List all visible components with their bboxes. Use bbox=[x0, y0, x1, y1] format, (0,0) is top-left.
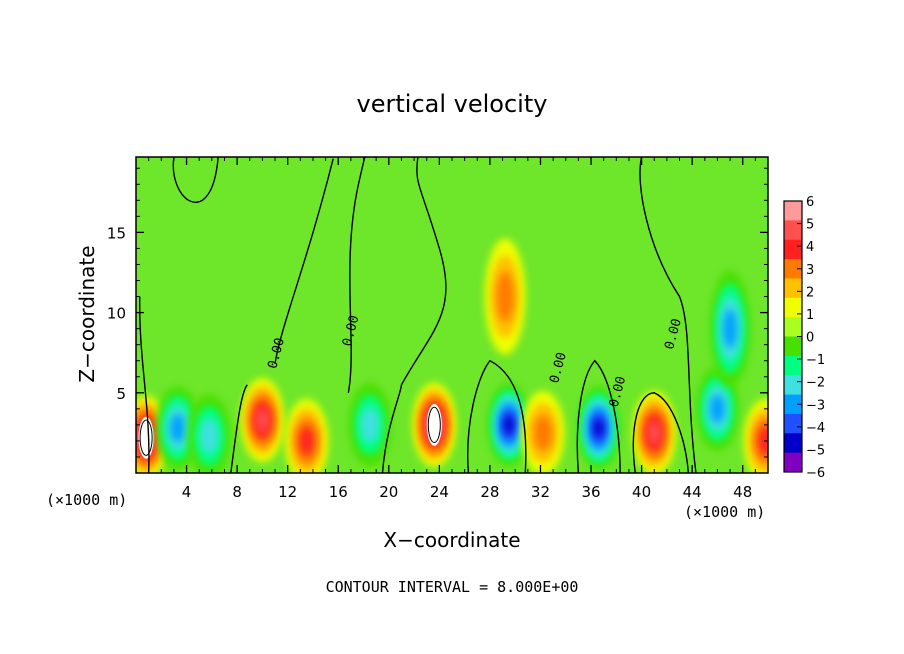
y-tick-label: 10 bbox=[107, 305, 126, 323]
field-feature-11 bbox=[648, 421, 661, 445]
plot-area: 0.000.000.000.000.00 bbox=[136, 157, 768, 473]
x-tick-label: 40 bbox=[632, 483, 651, 501]
x-tick-label: 16 bbox=[329, 483, 348, 501]
y-axis-label: Z−coordinate bbox=[75, 245, 99, 382]
colorbar-tick-label: 0 bbox=[806, 331, 814, 346]
chart-title: vertical velocity bbox=[357, 90, 548, 118]
zero-contour-10 bbox=[381, 384, 403, 473]
field-feature-10 bbox=[593, 418, 604, 438]
colorbar-tick-label: −3 bbox=[806, 398, 825, 413]
x-tick-label: 36 bbox=[581, 483, 600, 501]
colorbar-swatch bbox=[784, 259, 802, 279]
x-tick-label: 24 bbox=[430, 483, 449, 501]
field-feature-8 bbox=[503, 415, 514, 435]
colorbar-tick-label: −1 bbox=[806, 353, 825, 368]
x-tick-label: 4 bbox=[182, 483, 192, 501]
colorbar-swatch bbox=[784, 239, 802, 260]
colorbar-swatch bbox=[784, 413, 802, 434]
colorbar-swatch bbox=[784, 433, 802, 454]
zero-contour-2 bbox=[347, 157, 376, 393]
field-feature-14 bbox=[758, 426, 768, 455]
x-tick-label: 44 bbox=[683, 483, 702, 501]
field-group: 0.000.000.000.000.00 bbox=[136, 157, 768, 473]
field-feature-13 bbox=[723, 309, 737, 348]
field-feature-5 bbox=[360, 406, 380, 443]
colorbar-swatch bbox=[784, 297, 802, 318]
colorbar-tick-label: −5 bbox=[806, 443, 825, 458]
zero-contour-0 bbox=[139, 296, 150, 473]
colorbar-tick-label: −6 bbox=[806, 466, 825, 481]
field-feature-1 bbox=[170, 414, 185, 443]
colorbar-swatch bbox=[784, 336, 802, 357]
colorbar-tick-label: 1 bbox=[806, 308, 814, 323]
colorbar-swatch bbox=[784, 355, 802, 376]
zero-contour-4 bbox=[400, 157, 447, 386]
colorbar-tick-label: 5 bbox=[806, 218, 814, 233]
colorbar-tick-label: 4 bbox=[806, 240, 814, 255]
field-feature-2 bbox=[200, 418, 219, 455]
x-unit-label-left: (×1000 m) bbox=[46, 491, 127, 509]
zero-contour-7 bbox=[632, 392, 690, 473]
colorbar-tick-label: 3 bbox=[806, 263, 814, 278]
colorbar-swatch bbox=[784, 201, 802, 221]
colorbar-tick-label: 6 bbox=[806, 195, 814, 210]
x-tick-label: 28 bbox=[480, 483, 499, 501]
colorbar-swatch bbox=[784, 452, 802, 473]
field-feature-4 bbox=[299, 426, 314, 455]
colorbar-swatch bbox=[784, 394, 802, 415]
field-core-0 bbox=[138, 416, 154, 459]
x-tick-label: 48 bbox=[733, 483, 752, 501]
core-contour-0 bbox=[139, 419, 153, 456]
colorbar-swatch bbox=[784, 375, 802, 396]
colorbar-swatch bbox=[784, 220, 802, 241]
zero-contour-3 bbox=[172, 157, 219, 203]
field-feature-3 bbox=[256, 408, 269, 432]
colorbar: 6 5 4 3 2 1 0 −1 −2 −3 −4 −5 −6 bbox=[783, 195, 825, 481]
x-tick-label: 20 bbox=[379, 483, 398, 501]
x-axis-label: X−coordinate bbox=[383, 528, 520, 552]
field-feature-9 bbox=[533, 414, 553, 451]
colorbar-swatch bbox=[784, 317, 802, 337]
colorbar-tick-label: −2 bbox=[806, 376, 825, 391]
field-feature-12 bbox=[710, 394, 725, 423]
zero-contour-9 bbox=[230, 384, 248, 473]
zero-contour-5 bbox=[467, 359, 527, 473]
x-unit-label-right: (×1000 m) bbox=[684, 503, 765, 521]
contour-interval-text: CONTOUR INTERVAL = 8.000E+00 bbox=[326, 578, 579, 596]
field-feature-7 bbox=[496, 271, 514, 322]
core-contour-6 bbox=[427, 406, 441, 444]
colorbar-tick-label: −4 bbox=[806, 421, 825, 436]
y-tick-label: 15 bbox=[107, 224, 126, 242]
colorbar-tick-label: 2 bbox=[806, 285, 814, 300]
colorbar-swatch bbox=[784, 278, 802, 299]
zero-contour-1 bbox=[274, 158, 334, 365]
x-tick-label: 8 bbox=[232, 483, 242, 501]
x-tick-label: 12 bbox=[278, 483, 297, 501]
zero-contour-8 bbox=[639, 157, 697, 473]
y-tick-label: 5 bbox=[116, 385, 126, 403]
field-core-6 bbox=[426, 403, 442, 446]
zero-contour-6 bbox=[576, 359, 621, 473]
x-tick-label: 32 bbox=[531, 483, 550, 501]
